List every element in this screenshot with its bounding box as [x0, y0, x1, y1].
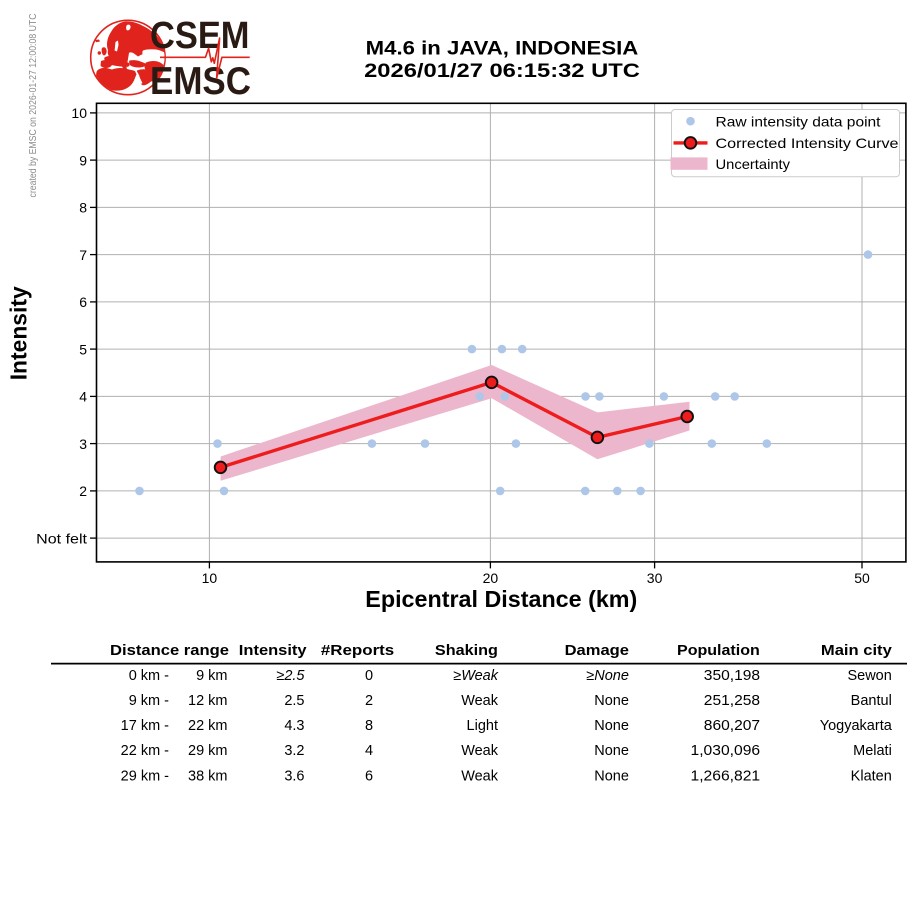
svg-text:22 km: 22 km [188, 718, 228, 734]
svg-text:None: None [594, 743, 629, 759]
svg-text:3.6: 3.6 [284, 768, 304, 784]
svg-text:CSEM: CSEM [150, 15, 250, 57]
svg-text:#Reports: #Reports [321, 643, 394, 659]
svg-text:Not felt: Not felt [36, 530, 87, 546]
svg-text:0 km -: 0 km - [129, 668, 169, 684]
svg-text:Main city: Main city [821, 643, 892, 659]
svg-text:38 km: 38 km [188, 768, 228, 784]
svg-text:Distance range: Distance range [110, 643, 229, 659]
svg-text:8: 8 [79, 200, 87, 216]
svg-text:Weak: Weak [461, 693, 499, 709]
svg-text:created by EMSC on 2026-01-27: created by EMSC on 2026-01-27 12:00:08 U… [28, 14, 39, 198]
svg-text:Weak: Weak [461, 743, 499, 759]
svg-text:29 km -: 29 km - [121, 768, 170, 784]
svg-text:Yogyakarta: Yogyakarta [820, 718, 893, 734]
svg-text:9: 9 [79, 152, 87, 168]
svg-text:350,198: 350,198 [704, 668, 760, 684]
svg-text:Damage: Damage [565, 643, 629, 659]
svg-text:2: 2 [79, 483, 87, 499]
svg-text:5: 5 [79, 341, 87, 357]
svg-text:3.2: 3.2 [284, 743, 304, 759]
svg-text:2026/01/27 06:15:32 UTC: 2026/01/27 06:15:32 UTC [364, 60, 640, 82]
svg-text:0: 0 [365, 668, 373, 684]
svg-text:6: 6 [79, 294, 87, 310]
svg-text:EMSC: EMSC [150, 60, 251, 103]
svg-text:10: 10 [71, 105, 87, 121]
svg-text:≥2.5: ≥2.5 [276, 668, 305, 684]
svg-text:50: 50 [854, 570, 870, 586]
svg-text:Shaking: Shaking [435, 643, 498, 659]
svg-text:Population: Population [677, 643, 760, 659]
svg-text:22 km -: 22 km - [121, 743, 170, 759]
svg-text:Raw intensity data point: Raw intensity data point [716, 113, 881, 129]
svg-text:4: 4 [365, 743, 373, 759]
svg-text:4.3: 4.3 [284, 718, 304, 734]
svg-text:1,266,821: 1,266,821 [691, 768, 761, 784]
svg-text:Bantul: Bantul [851, 693, 892, 709]
svg-text:251,258: 251,258 [704, 693, 760, 709]
svg-text:17 km -: 17 km - [121, 718, 170, 734]
svg-text:6: 6 [365, 768, 373, 784]
svg-text:Intensity: Intensity [239, 643, 307, 659]
svg-text:Klaten: Klaten [851, 768, 892, 784]
svg-text:2: 2 [365, 693, 373, 709]
svg-text:Weak: Weak [461, 768, 499, 784]
svg-text:M4.6 in JAVA, INDONESIA: M4.6 in JAVA, INDONESIA [366, 37, 639, 59]
svg-text:Corrected Intensity Curve: Corrected Intensity Curve [716, 135, 899, 151]
svg-text:None: None [594, 693, 629, 709]
svg-text:2.5: 2.5 [284, 693, 304, 709]
svg-text:8: 8 [365, 718, 373, 734]
svg-text:9 km: 9 km [196, 668, 227, 684]
svg-text:Sewon: Sewon [847, 668, 891, 684]
svg-text:7: 7 [79, 247, 87, 263]
svg-text:30: 30 [647, 570, 663, 586]
svg-text:860,207: 860,207 [704, 718, 760, 734]
svg-text:Uncertainty: Uncertainty [716, 156, 791, 172]
svg-text:None: None [594, 718, 629, 734]
svg-text:4: 4 [79, 389, 87, 405]
svg-text:Epicentral Distance (km): Epicentral Distance (km) [365, 586, 637, 612]
svg-text:Melati: Melati [853, 743, 892, 759]
svg-text:Light: Light [467, 718, 498, 734]
svg-text:10: 10 [202, 570, 218, 586]
svg-text:None: None [594, 768, 629, 784]
svg-text:3: 3 [79, 436, 87, 452]
svg-text:29 km: 29 km [188, 743, 228, 759]
svg-text:12 km: 12 km [188, 693, 228, 709]
svg-text:≥Weak: ≥Weak [453, 668, 499, 684]
svg-text:20: 20 [483, 570, 499, 586]
svg-text:≥None: ≥None [586, 668, 629, 684]
svg-text:9 km -: 9 km - [129, 693, 169, 709]
svg-text:Intensity: Intensity [6, 286, 32, 380]
svg-text:1,030,096: 1,030,096 [691, 743, 761, 759]
